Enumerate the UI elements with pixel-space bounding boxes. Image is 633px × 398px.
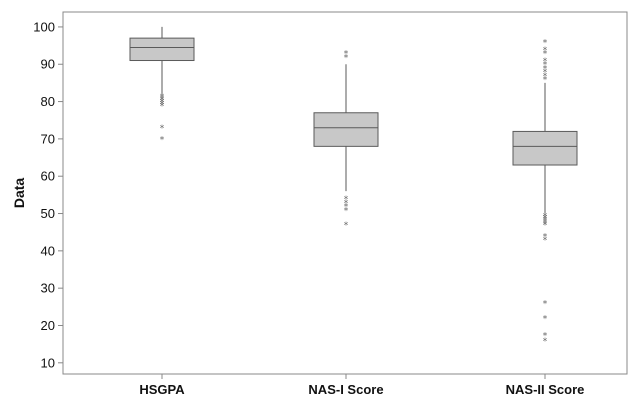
outlier-point: *: [344, 199, 349, 209]
iqr-box: [129, 37, 195, 62]
box-nas-i-score: *******: [313, 50, 379, 231]
outlier-point: *: [344, 195, 349, 205]
outlier-point: *: [543, 219, 548, 229]
outlier-point: *: [543, 221, 548, 231]
outlier-point: *: [160, 96, 165, 106]
x-axis: HSGPA NAS-I Score NAS-II Score: [139, 374, 584, 397]
outlier-point: *: [543, 64, 548, 74]
boxes: ************************************: [129, 26, 578, 347]
y-tick-label: 60: [41, 169, 55, 184]
y-tick-label: 70: [41, 131, 55, 146]
outlier-point: *: [543, 76, 548, 86]
outlier-point: *: [344, 50, 349, 60]
outlier-point: *: [160, 124, 165, 134]
iqr-box: [512, 130, 578, 166]
outlier-point: *: [160, 94, 165, 104]
outlier-point: *: [344, 53, 349, 63]
box-hsgpa: ********: [129, 26, 195, 145]
outlier-point: *: [543, 68, 548, 78]
outlier-point: *: [344, 206, 349, 216]
outlier-point: *: [543, 315, 548, 325]
outlier-point: *: [160, 100, 165, 110]
outlier-point: *: [344, 221, 349, 231]
y-tick-label: 80: [41, 94, 55, 109]
y-tick-label: 50: [41, 206, 55, 221]
outlier-point: *: [543, 236, 548, 246]
y-tick-label: 30: [41, 281, 55, 296]
plot-frame: [62, 11, 628, 375]
x-category-label: NAS-I Score: [308, 382, 383, 397]
y-tick-label: 90: [41, 57, 55, 72]
outlier-point: *: [543, 38, 548, 48]
y-tick-label: 100: [33, 19, 55, 34]
outlier-point: *: [344, 203, 349, 213]
y-tick-label: 20: [41, 318, 55, 333]
y-tick-label: 40: [41, 243, 55, 258]
outlier-point: *: [160, 135, 165, 145]
outlier-point: *: [543, 331, 548, 341]
iqr-box: [313, 112, 379, 147]
outlier-point: *: [543, 300, 548, 310]
outlier-point: *: [543, 217, 548, 227]
outlier-point: *: [160, 98, 165, 108]
outlier-point: *: [543, 232, 548, 242]
outlier-point: *: [543, 61, 548, 71]
box-nas-ii-score: *********************: [512, 38, 578, 347]
outlier-point: *: [543, 57, 548, 67]
outlier-point: *: [543, 216, 548, 226]
outlier-point: *: [543, 214, 548, 224]
outlier-point: *: [543, 212, 548, 222]
outlier-point: *: [543, 50, 548, 60]
y-axis: 10 20 30 40 50 60 70 80 90 100: [33, 19, 63, 370]
outlier-point: *: [543, 72, 548, 82]
y-tick-label: 10: [41, 355, 55, 370]
y-axis-title: Data: [11, 178, 27, 209]
x-category-label: HSGPA: [139, 382, 185, 397]
outlier-point: *: [543, 46, 548, 56]
x-category-label: NAS-II Score: [506, 382, 585, 397]
outlier-point: *: [160, 92, 165, 102]
outlier-point: *: [160, 102, 165, 112]
outlier-point: *: [543, 337, 548, 347]
